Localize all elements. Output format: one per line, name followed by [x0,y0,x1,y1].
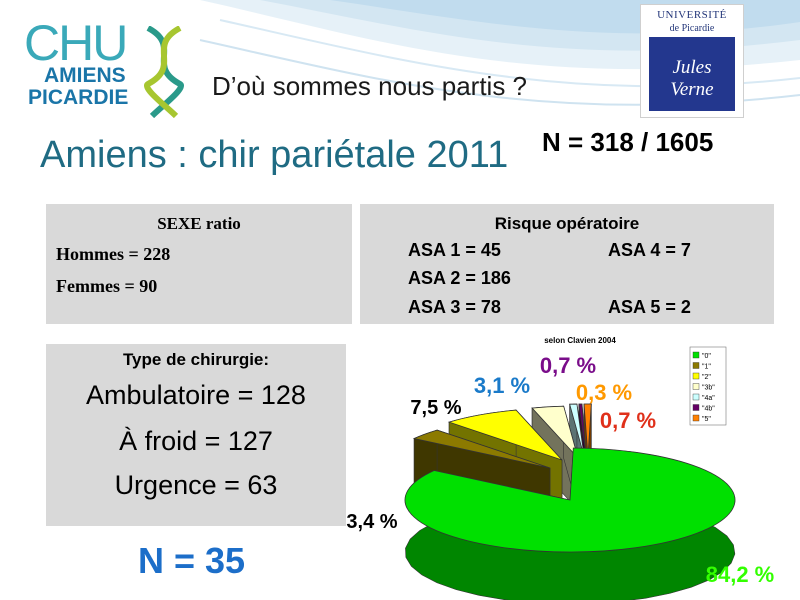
legend-label: "0" [702,353,711,360]
asa3-count: ASA 3 = 78 [408,297,501,317]
pie-slice-top-1 [412,429,551,469]
legend-swatch [692,414,700,422]
legend-label: "3b" [702,385,715,392]
legend-swatch [692,393,700,401]
pie-label-1: 3,4 % [346,511,397,533]
dna-helix-icon [144,26,184,118]
urgence-count: Urgence = 63 [114,470,278,500]
legend-swatch [692,383,700,390]
ambulatoire-count: Ambulatoire = 128 [86,380,306,410]
pie-slice-top-2 [447,409,563,461]
pie-label-3b: 3,1 % [474,373,530,398]
legend-item-2: "2" [692,372,711,381]
legend-swatch [692,372,700,380]
legend-item-5: "5" [692,414,711,423]
pie-slice-top-5 [583,403,592,457]
univ-logo-signature-block: Jules Verne [649,37,735,111]
univ-logo-signature: Jules Verne [670,57,714,100]
femmes-count: Femmes = 90 [56,276,158,296]
slide-title: Amiens : chir pariétale 2011 [40,134,509,176]
legend-item-3b: "3b" [692,383,715,392]
universite-picardie-logo: UNIVERSITÉ de Picardie Jules Verne [640,4,744,118]
legend-label: "1" [702,364,711,371]
univ-logo-line2: de Picardie [669,23,715,34]
sexe-ratio-box: SEXE ratio Hommes = 228 Femmes = 90 [46,204,352,324]
pie-label-4b: 0,3 % [576,380,632,405]
legend-swatch [692,362,700,369]
pie-label-4a: 0,7 % [540,353,596,378]
legend-swatch [692,404,700,411]
pie-slice-top-3b [531,405,579,459]
univ-logo-line1: UNIVERSITÉ [657,9,727,21]
froid-count: À froid = 127 [119,426,273,456]
type-chirurgie-box: Type de chirurgie: Ambulatoire = 128 À f… [46,344,346,526]
chu-logo-text: CHU [24,15,128,71]
pie-slice-top-4a [569,403,585,457]
asa1-count: ASA 1 = 45 [408,240,501,260]
legend-item-4a: "4a" [692,393,715,402]
chu-logo-amiens: AMIENS [44,64,126,87]
asa5-count: ASA 5 = 2 [608,297,691,317]
pie-slice-top-0 [404,447,736,553]
chu-logo-picardie: PICARDIE [28,86,129,109]
legend-label: "4b" [702,406,715,413]
legend-label: "5" [702,416,711,423]
legend-label: "4a" [702,395,715,402]
chart-title: selon Clavien 2004 [544,336,616,345]
total-count: N = 318 / 1605 [542,127,714,157]
slide-subtitle: D’où sommes nous partis ? [212,71,528,101]
legend-item-1: "1" [692,362,711,371]
sexe-ratio-heading: SEXE ratio [157,214,241,233]
legend-item-4b: "4b" [692,404,715,413]
legend-swatch [692,351,700,359]
legend-label: "2" [702,374,711,381]
risque-heading: Risque opératoire [494,214,640,233]
risque-operatoire-box: Risque opératoire ASA 1 = 45 ASA 4 = 7 A… [360,204,774,324]
pie-label-5: 0,7 % [600,408,656,433]
asa4-count: ASA 4 = 7 [608,240,691,260]
hommes-count: Hommes = 228 [56,244,171,264]
pie-label-2: 7,5 % [410,397,461,419]
asa2-count: ASA 2 = 186 [408,268,511,288]
chu-amiens-logo: CHU AMIENS PICARDIE [14,6,204,118]
pie-label-0: 84,2 % [706,562,775,587]
type-chirurgie-heading: Type de chirurgie: [122,350,270,369]
pie-slice-top-4b [578,403,587,457]
complication-count: N = 35 [138,540,246,581]
legend-item-0: "0" [692,351,711,360]
